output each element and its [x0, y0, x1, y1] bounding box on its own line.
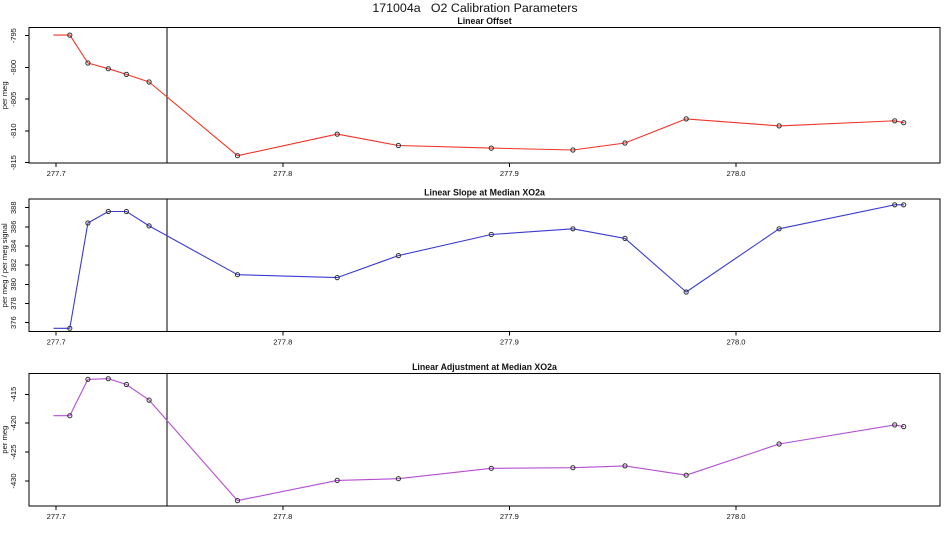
y-tick-label: 378: [9, 297, 18, 310]
data-point: [146, 223, 152, 229]
y-axis-label: per meg: [0, 81, 9, 109]
data-point: [105, 208, 111, 215]
data-point: [123, 381, 130, 388]
x-tick-label: 277.7: [47, 338, 66, 347]
series-line: [53, 378, 905, 502]
data-point: [622, 235, 628, 241]
data-point: [234, 272, 241, 278]
data-point: [901, 120, 907, 126]
y-tick-label: -805: [9, 92, 18, 107]
y-tick-label: 388: [9, 201, 18, 214]
data-point: [488, 145, 494, 151]
data-point: [85, 376, 91, 382]
y-tick-label: 380: [9, 278, 18, 291]
y-tick-label: -430: [9, 473, 18, 488]
data-point: [334, 131, 340, 137]
y-tick-label: -415: [9, 387, 18, 402]
data-point: [146, 397, 152, 403]
x-tick-label: 277.9: [500, 512, 519, 521]
subplot-linear-offset: Linear Offset per meg -795 -800 -805 -810 -815…: [0, 16, 941, 178]
x-tick-label: 277.8: [273, 169, 292, 178]
data-point: [683, 289, 689, 295]
data-point: [901, 202, 907, 208]
x-tick-label: 277.8: [273, 338, 292, 347]
data-point: [123, 71, 130, 78]
x-tick-label: 277.9: [500, 169, 519, 178]
y-tick-label: -420: [9, 416, 18, 431]
data-point: [85, 60, 91, 66]
y-tick-label: 384: [9, 240, 18, 253]
series-line: [53, 204, 905, 329]
data-point: [85, 220, 91, 226]
data-point: [776, 441, 782, 447]
data-point: [395, 253, 401, 259]
page-title: 171004a O2 Calibration Parameters: [372, 1, 578, 15]
plot-box: [28, 27, 941, 164]
y-axis-label: per meg: [0, 426, 9, 454]
series-line: [53, 34, 905, 157]
data-point: [892, 422, 898, 428]
x-tick-label: 278.0: [727, 169, 746, 178]
data-point: [105, 376, 111, 382]
data-point: [67, 413, 73, 419]
data-point: [622, 463, 628, 469]
data-point: [334, 275, 340, 281]
y-tick-label: 382: [9, 259, 18, 272]
subplot-title: Linear Adjustment at Median XO2a: [412, 362, 557, 372]
data-point: [105, 66, 111, 72]
data-point: [901, 424, 907, 430]
x-tick-label: 277.7: [47, 169, 66, 178]
data-point: [234, 153, 241, 159]
x-tick-label: 277.9: [500, 338, 519, 347]
data-point: [67, 32, 73, 38]
plot-box: [28, 198, 941, 333]
data-point: [123, 208, 130, 215]
data-point: [395, 142, 401, 149]
plot-box: [28, 372, 941, 507]
data-point: [67, 325, 73, 331]
data-point: [234, 498, 241, 504]
data-point: [488, 231, 494, 238]
data-point: [570, 226, 576, 232]
y-tick-label: -810: [9, 123, 18, 138]
data-point: [892, 202, 898, 208]
data-point: [683, 472, 689, 478]
x-tick-label: 278.0: [727, 338, 746, 347]
data-point: [395, 476, 401, 482]
data-point: [776, 123, 782, 129]
y-tick-label: -425: [9, 444, 18, 459]
y-tick-label: -795: [9, 28, 18, 43]
data-point: [683, 116, 689, 122]
x-tick-label: 277.7: [47, 512, 66, 521]
x-tick-label: 277.8: [273, 512, 292, 521]
y-axis-label: per meg / per meg signal: [0, 223, 9, 307]
y-tick-label: 376: [9, 316, 18, 329]
x-tick-label: 278.0: [727, 512, 746, 521]
data-point: [146, 79, 152, 85]
data-point: [622, 140, 628, 146]
data-point: [570, 147, 576, 153]
data-point: [892, 118, 898, 124]
subplot-title: Linear Slope at Median XO2a: [424, 188, 545, 198]
data-point: [570, 465, 576, 471]
subplot-title: Linear Offset: [457, 16, 511, 26]
y-tick-label: -800: [9, 60, 18, 75]
data-point: [334, 477, 340, 483]
data-point: [776, 226, 782, 232]
y-tick-label: 386: [9, 221, 18, 234]
data-point: [488, 465, 494, 471]
y-tick-label: -815: [9, 155, 18, 170]
subplot-linear-slope: Linear Slope at Median XO2a per meg / per…: [0, 188, 941, 347]
